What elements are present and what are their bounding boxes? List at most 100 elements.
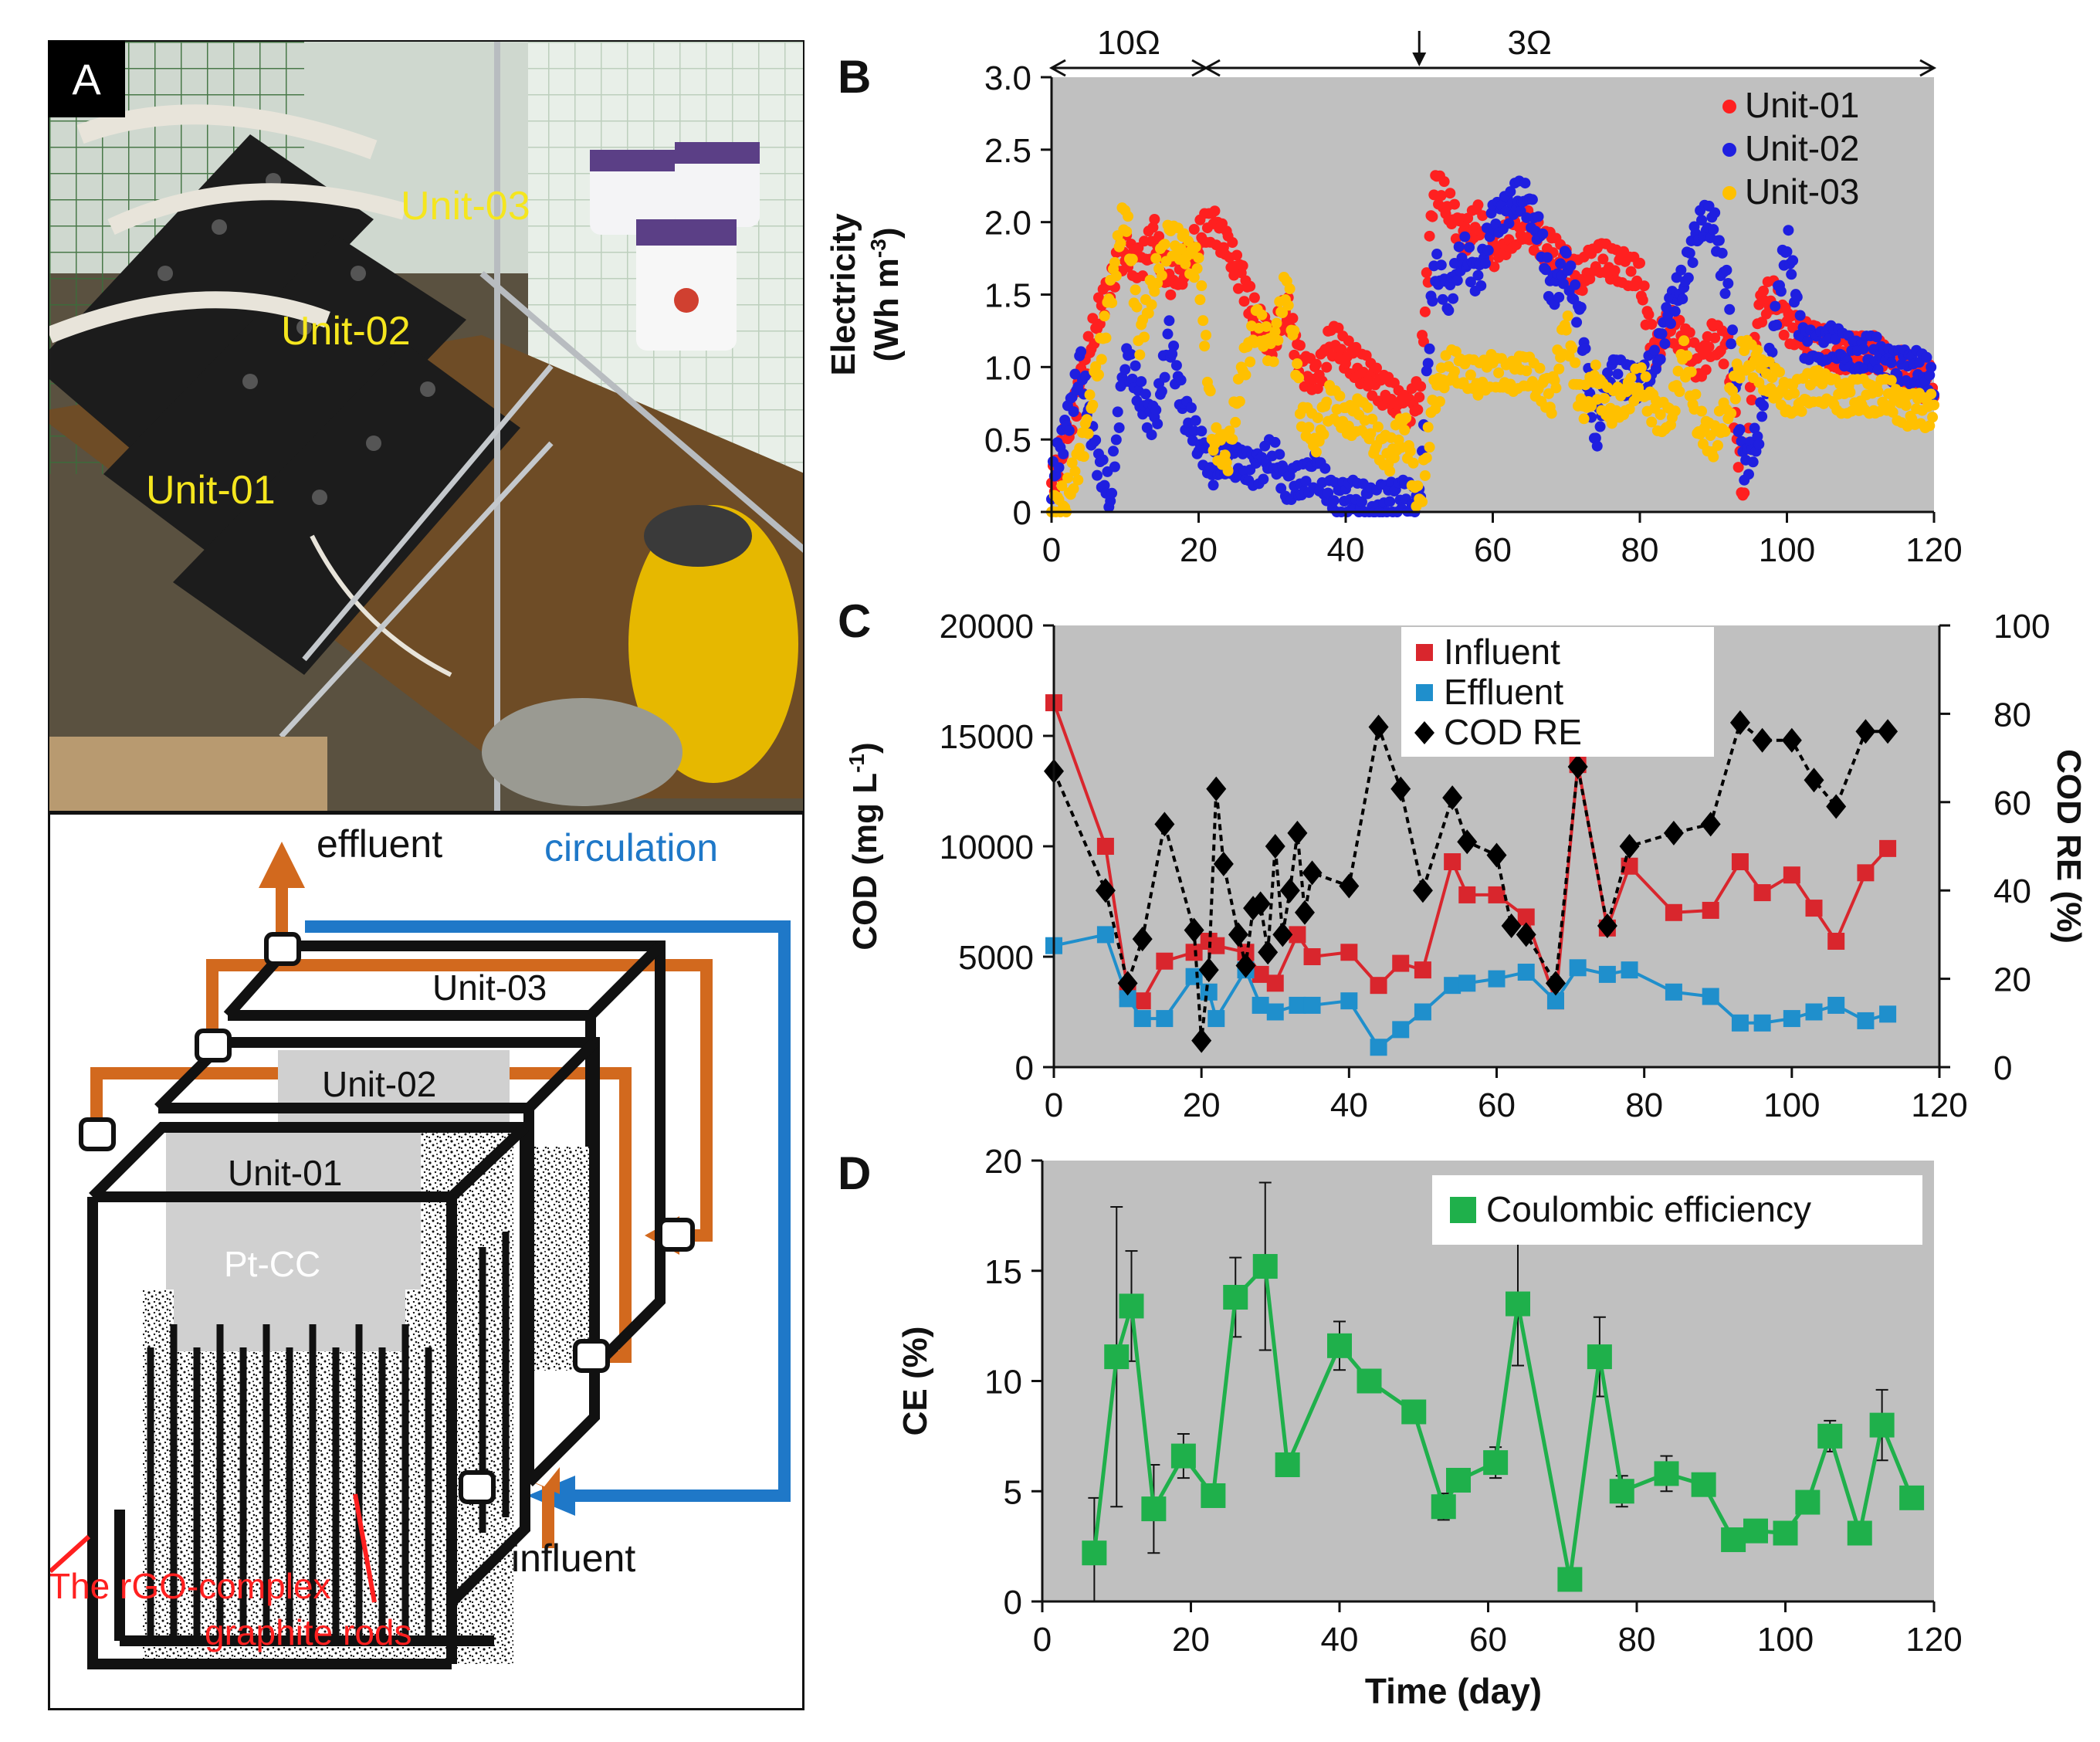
- chart-b-point: [1796, 405, 1807, 417]
- chart-b-ytick-label: 0.5: [984, 422, 1031, 459]
- chart-b-point: [1255, 303, 1266, 315]
- chart-b-point: [1833, 336, 1844, 347]
- chart-b-point: [1343, 477, 1354, 489]
- chart-b-point: [1401, 412, 1412, 424]
- chart-b-point: [1802, 336, 1814, 347]
- chart-b-point: [1784, 378, 1796, 390]
- chart-b-point: [1069, 368, 1081, 380]
- chart-b-point: [1152, 418, 1163, 429]
- chart-b-point: [1706, 318, 1718, 330]
- chart-b-point: [1591, 440, 1603, 452]
- chart-b-point: [1728, 366, 1739, 378]
- chart-b-point: [1370, 507, 1381, 517]
- chart-b-point: [1672, 365, 1684, 377]
- chart-b-point: [1119, 364, 1131, 375]
- chart-b-point: [1508, 386, 1519, 398]
- chart-b-point: [1830, 334, 1841, 345]
- chart-b-point: [1570, 279, 1581, 290]
- chart-b-point: [1456, 213, 1468, 225]
- chart-b-point: [1265, 463, 1276, 474]
- chart-b-point: [1396, 442, 1407, 453]
- chart-b-point: [1510, 239, 1522, 251]
- chart-b-point: [1529, 391, 1541, 402]
- chart-b-point: [1699, 422, 1710, 434]
- chart-c-series-cod-re: [1044, 710, 1898, 1053]
- chart-b-point: [1471, 204, 1482, 215]
- chart-b-point: [1851, 345, 1863, 357]
- chart-b-point: [1809, 365, 1821, 377]
- chart-d-point: [1721, 1527, 1746, 1553]
- chart-b-point: [1323, 415, 1334, 427]
- chart-b-point: [1713, 235, 1725, 246]
- chart-b-point: [1659, 338, 1671, 350]
- chart-b-point: [1547, 269, 1559, 281]
- chart-b-point: [1341, 428, 1353, 439]
- chart-b-point: [1390, 408, 1401, 419]
- chart-b-point: [1250, 305, 1262, 317]
- chart-b-point: [1247, 314, 1258, 326]
- chart-b-point: [1618, 378, 1630, 390]
- chart-b-point: [1119, 205, 1131, 216]
- chart-b-point: [1586, 248, 1597, 259]
- chart-b-point: [1838, 388, 1850, 400]
- chart-b-point: [1915, 378, 1926, 390]
- chart-b-point: [1378, 459, 1390, 471]
- chart-b-point: [1428, 374, 1440, 386]
- chart-b-point: [1100, 276, 1112, 288]
- chart-b-point: [1353, 409, 1365, 421]
- chart-b-point: [1297, 459, 1309, 470]
- chart-b-point: [1316, 477, 1328, 489]
- chart-b-point: [1531, 236, 1543, 247]
- chart-b-point: [1248, 292, 1260, 303]
- chart-c-point: [1567, 754, 1588, 780]
- chart-b-point: [1736, 487, 1747, 499]
- setup-photo: Unit-03 Unit-02 Unit-01: [48, 40, 804, 812]
- chart-b-point: [1662, 337, 1674, 348]
- chart-b-point: [1430, 170, 1441, 181]
- chart-b-point: [1143, 398, 1154, 410]
- chart-b-point: [1384, 496, 1396, 507]
- chart-b-point: [1843, 380, 1854, 391]
- chart-b-point: [1346, 430, 1357, 442]
- chart-b-point: [1827, 396, 1838, 408]
- chart-b-point: [1814, 396, 1825, 408]
- chart-b-point: [1063, 431, 1075, 442]
- chart-b-point: [1261, 320, 1272, 332]
- chart-b-point: [1669, 405, 1681, 417]
- chart-b-point: [1602, 267, 1614, 279]
- chart-b-point: [1929, 391, 1939, 403]
- chart-c-point: [1119, 990, 1136, 1008]
- chart-b-point: [1583, 244, 1594, 256]
- chart-b-point: [1446, 271, 1458, 283]
- chart-b-point: [1577, 400, 1588, 412]
- chart-b-point: [1156, 385, 1167, 397]
- chart-b-point: [1153, 378, 1165, 389]
- chart-b-point: [1427, 395, 1438, 406]
- chart-b-point: [1343, 335, 1354, 347]
- chart-b-point: [1243, 475, 1255, 486]
- chart-b-point: [1170, 250, 1182, 262]
- chart-b-point: [1168, 341, 1180, 352]
- chart-b-annotation-arrow-icon: [1203, 59, 1221, 77]
- chart-b-point: [1402, 395, 1414, 407]
- chart-b-point: [1903, 388, 1915, 400]
- chart-b-point: [1074, 442, 1086, 454]
- chart-b-point: [1851, 330, 1862, 342]
- chart-b-point: [1651, 425, 1663, 436]
- chart-b-point: [1266, 349, 1278, 361]
- chart-b-point: [1174, 399, 1185, 411]
- chart-d-ytick-label: 10: [984, 1364, 1022, 1401]
- chart-b-point: [1791, 337, 1803, 348]
- chart-b-point: [1759, 357, 1770, 368]
- chart-b-point: [1292, 358, 1303, 370]
- chart-b-point: [1916, 405, 1928, 416]
- chart-b-point: [1853, 343, 1865, 354]
- chart-b-point: [1724, 382, 1736, 394]
- chart-b-point: [1090, 322, 1102, 334]
- chart-b-point: [1329, 340, 1341, 351]
- chart-b-point: [1544, 402, 1556, 413]
- chart-b-point: [1241, 281, 1253, 293]
- chart-b-point: [1386, 476, 1397, 488]
- chart-b-point: [1593, 402, 1604, 414]
- chart-b-point: [1196, 232, 1208, 243]
